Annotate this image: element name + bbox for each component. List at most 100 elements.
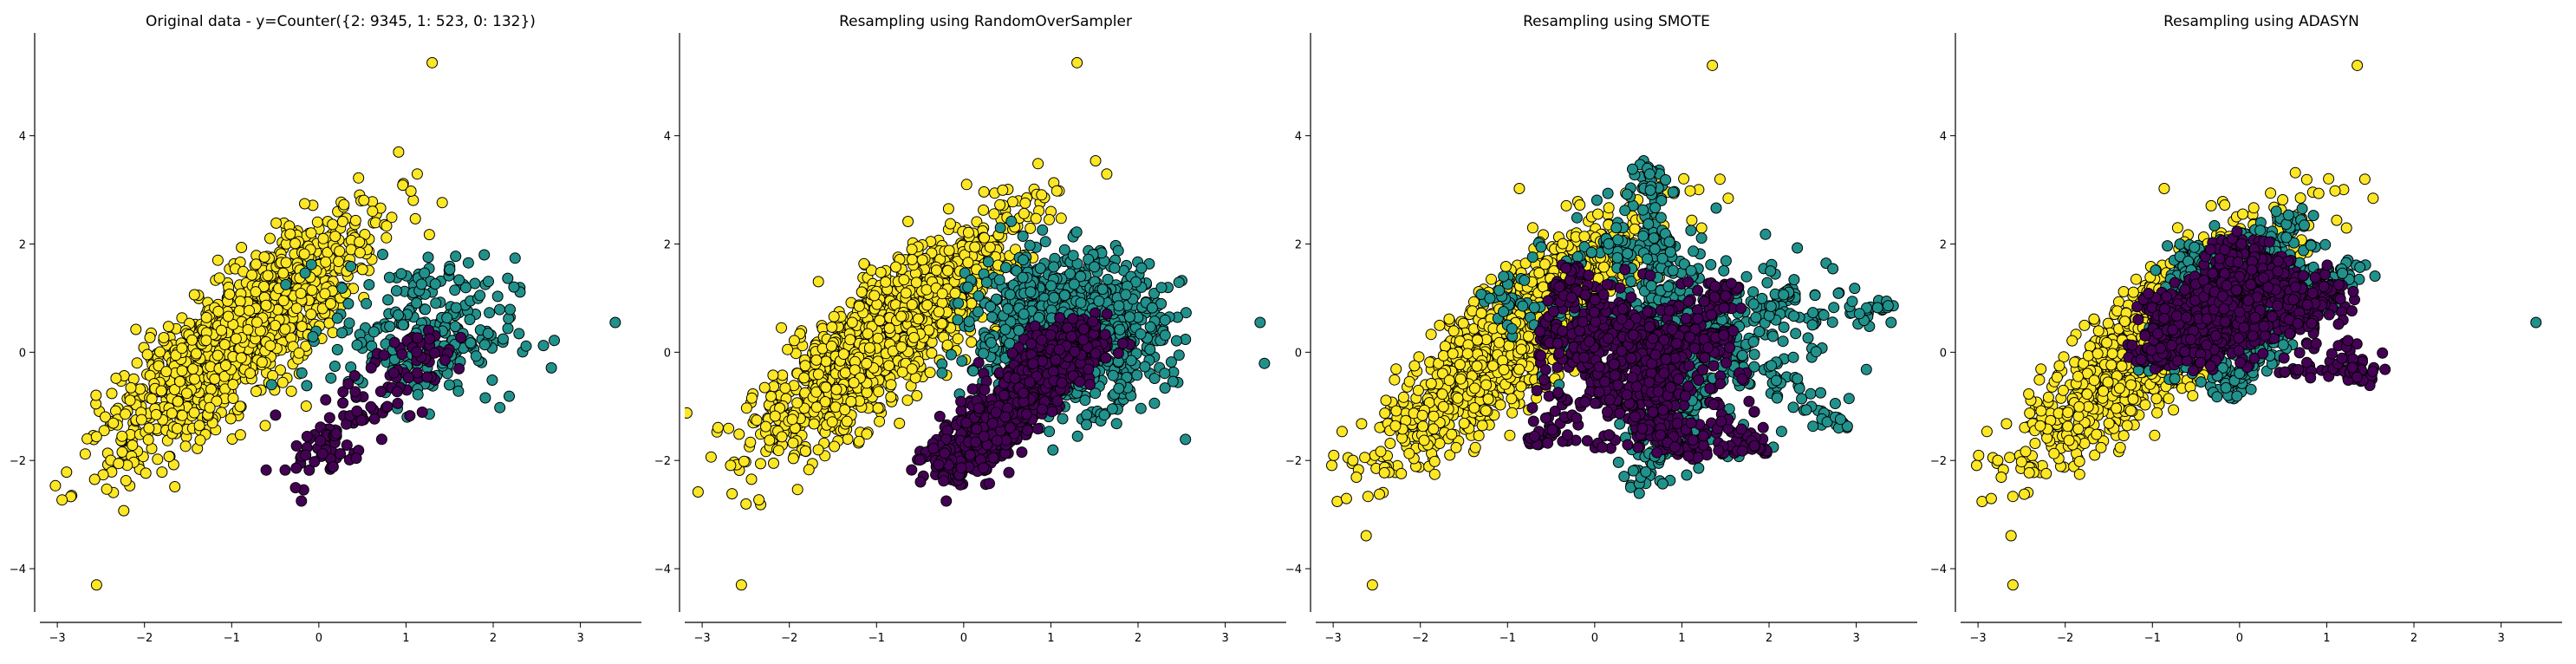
point	[885, 379, 897, 391]
point	[335, 448, 347, 459]
point	[97, 469, 109, 481]
point	[244, 304, 255, 316]
point	[402, 372, 414, 384]
point	[430, 297, 442, 309]
point	[284, 228, 296, 240]
point	[142, 433, 154, 446]
point	[325, 297, 336, 309]
point	[459, 282, 472, 294]
point	[317, 232, 329, 244]
point	[1037, 224, 1049, 236]
point	[171, 422, 183, 434]
point	[280, 257, 292, 269]
point	[895, 310, 907, 322]
point	[449, 321, 461, 333]
point	[776, 322, 787, 334]
x-tick-label: −1	[224, 632, 240, 645]
point	[250, 258, 262, 270]
point	[841, 415, 853, 427]
point	[354, 236, 366, 248]
point	[176, 312, 188, 324]
point	[1131, 369, 1143, 381]
point	[193, 420, 205, 432]
point	[1144, 321, 1156, 333]
point	[152, 453, 164, 465]
point	[609, 316, 621, 329]
point	[61, 466, 73, 478]
point	[901, 394, 914, 407]
point	[336, 282, 348, 294]
point	[187, 363, 199, 375]
point	[204, 401, 216, 413]
point	[902, 216, 914, 227]
point	[188, 289, 200, 301]
point	[131, 357, 143, 369]
point	[986, 336, 997, 348]
point	[158, 332, 170, 343]
point	[1148, 373, 1161, 384]
point	[692, 486, 704, 498]
point	[79, 448, 91, 460]
point	[358, 194, 370, 206]
point	[181, 387, 192, 400]
point	[962, 226, 974, 238]
point	[764, 434, 776, 446]
point	[188, 407, 200, 419]
point	[872, 402, 884, 414]
point	[125, 381, 137, 394]
point	[758, 381, 771, 394]
point	[280, 278, 292, 290]
point	[963, 316, 975, 328]
point	[396, 348, 408, 361]
point	[397, 319, 409, 331]
point	[337, 386, 349, 398]
point	[303, 464, 315, 476]
point	[810, 401, 823, 413]
point	[381, 220, 393, 232]
point	[1036, 189, 1048, 201]
point	[345, 260, 357, 272]
point	[482, 328, 494, 340]
point	[411, 168, 423, 180]
point	[101, 483, 113, 495]
point	[1102, 273, 1114, 285]
point	[444, 379, 455, 391]
point	[1029, 320, 1041, 332]
point	[453, 274, 465, 286]
x-tick-label: 1	[402, 632, 409, 645]
point	[162, 321, 174, 333]
point	[1180, 433, 1192, 446]
point	[1170, 335, 1182, 347]
point	[331, 312, 343, 324]
point	[348, 370, 361, 381]
point	[1030, 212, 1042, 225]
point	[316, 447, 329, 459]
point	[787, 452, 799, 465]
point	[861, 357, 873, 369]
point	[799, 445, 811, 457]
point	[984, 241, 996, 253]
point	[124, 394, 136, 407]
point	[265, 379, 277, 391]
x-tick-label: 3	[576, 632, 583, 645]
point	[980, 277, 992, 289]
point	[520, 340, 532, 352]
point	[320, 394, 332, 406]
point	[973, 306, 984, 318]
point	[969, 241, 981, 253]
point	[712, 421, 724, 433]
subplot-title: Original data - y=Counter({2: 9345, 1: 5…	[146, 13, 536, 30]
point	[213, 272, 225, 284]
point	[264, 340, 276, 352]
point	[503, 313, 515, 324]
x-tick-label: 0	[315, 632, 322, 645]
point	[429, 347, 441, 359]
point	[885, 391, 897, 403]
point	[1112, 244, 1124, 257]
point	[98, 425, 110, 437]
point	[782, 343, 794, 355]
point	[478, 249, 491, 261]
point	[107, 417, 120, 429]
point	[810, 354, 823, 366]
